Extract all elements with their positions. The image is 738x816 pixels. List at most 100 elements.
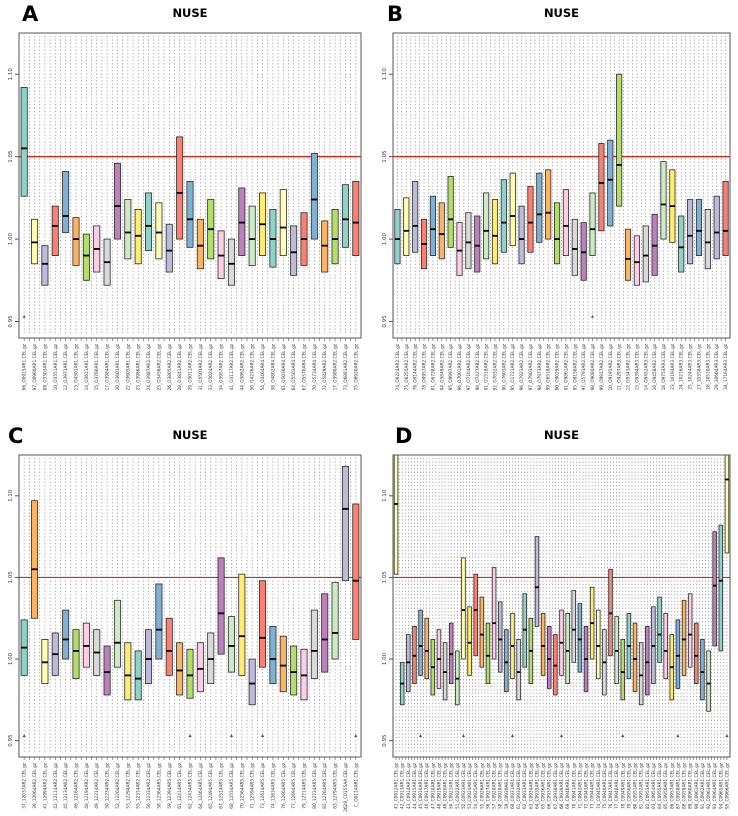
boxplot-box bbox=[562, 189, 569, 256]
boxplot-box bbox=[290, 645, 298, 696]
outlier-mark bbox=[590, 314, 595, 318]
x-tick-label: 39_12064AR2.CEL.gz bbox=[32, 762, 38, 809]
boxplot-box bbox=[321, 593, 329, 673]
boxplot-box bbox=[248, 658, 256, 706]
boxplot-box bbox=[62, 609, 70, 660]
x-tick-label: 80_12734AR5.CEL.gz bbox=[312, 762, 318, 809]
x-tick-label: 72_C0943AR1.CEL.gz bbox=[584, 762, 590, 809]
boxplot-box bbox=[341, 466, 349, 582]
boxplot-box bbox=[155, 202, 163, 260]
x-tick-label: 90_O9029AR2.CEL.gz bbox=[555, 343, 561, 390]
x-tick-label: 86_C0957AR1.CEL.gz bbox=[669, 762, 675, 809]
outlier-mark bbox=[354, 734, 358, 737]
boxplot-box bbox=[394, 209, 401, 265]
x-tick-label: 58_C0929AR1.CEL.gz bbox=[498, 762, 504, 809]
boxplot-box bbox=[713, 195, 720, 260]
x-tick-label: 65_12494AR5.CEL.gz bbox=[208, 762, 214, 809]
boxplot-box bbox=[485, 622, 491, 684]
boxplot-box bbox=[113, 599, 121, 668]
boxplot-box bbox=[598, 143, 605, 232]
boxplot-box bbox=[403, 197, 410, 256]
x-tick-label: 77_12694AR5.CEL.gz bbox=[291, 762, 297, 809]
x-tick-label: 72_O5829AR2.CEL.gz bbox=[322, 343, 328, 390]
y-tick-label: 0.95 bbox=[8, 315, 14, 328]
x-tick-label: 67_C0938AR1.CEL.gz bbox=[553, 762, 559, 809]
boxplot-box bbox=[565, 612, 570, 684]
x-tick-label: 23_10194AR3.CEL.gz bbox=[670, 343, 676, 390]
x-tick-label: 50_O4276AR2.CEL.gz bbox=[250, 343, 256, 390]
boxplot-box bbox=[424, 617, 429, 680]
boxplot-box bbox=[718, 524, 724, 652]
boxplot-box bbox=[500, 179, 507, 253]
x-tick-label: 77_C0948AR1.CEL.gz bbox=[614, 762, 620, 809]
boxplot-box bbox=[393, 455, 399, 575]
boxplot-box bbox=[687, 199, 694, 265]
x-tick-label: 71_12594AR5.CEL.gz bbox=[250, 762, 256, 809]
x-tick-label: 94_C0965AR1.CEL.gz bbox=[718, 762, 724, 809]
boxplot-box bbox=[491, 567, 497, 660]
x-tick-label: 41_O3117AR2.CEL.gz bbox=[229, 343, 235, 390]
x-tick-label: 98_O7427AR2.CEL.gz bbox=[475, 343, 481, 390]
x-tick-label: 44_O3862AR2.CEL.gz bbox=[239, 343, 245, 390]
boxplot-box bbox=[706, 650, 711, 712]
boxplot-box bbox=[51, 205, 59, 256]
boxplot-box bbox=[620, 639, 626, 701]
x-tick-label: 78_C0949AR1.CEL.gz bbox=[620, 762, 626, 809]
outlier-mark bbox=[510, 734, 515, 737]
y-tick-label: 0.95 bbox=[8, 734, 14, 747]
x-tick-label: 23_O3986AR1.CEL.gz bbox=[136, 343, 142, 390]
x-tick-label: 08_O3503AR1.CEL.gz bbox=[42, 343, 48, 390]
x-tick-label: 28_10510AR3.CEL.gz bbox=[705, 343, 711, 390]
x-tick-label: 50_12234AR2.CEL.gz bbox=[105, 762, 111, 809]
x-tick-label: 99_O9917AR2.CEL.gz bbox=[599, 343, 605, 390]
x-tick-label: 59_12394AR5.CEL.gz bbox=[167, 762, 173, 809]
x-tick-label: 75_O6255AR2.CEL.gz bbox=[404, 343, 410, 390]
boxplot-box bbox=[596, 609, 601, 680]
x-tick-label: 34_O3957AR2.CEL.gz bbox=[219, 343, 225, 390]
boxplot-box bbox=[20, 87, 28, 197]
x-tick-label: 44_C0915AR1.CEL.gz bbox=[412, 762, 418, 809]
boxplot-box bbox=[483, 192, 490, 260]
x-tick-label: 74_12634AR5.CEL.gz bbox=[270, 762, 276, 809]
boxplot-box bbox=[447, 176, 454, 248]
x-tick-label: 66_C0937AR1.CEL.gz bbox=[547, 762, 553, 809]
x-tick-label: 85_C0956AR1.CEL.gz bbox=[663, 762, 669, 809]
outlier-mark bbox=[461, 734, 466, 737]
boxplot-box bbox=[310, 152, 318, 240]
panel-c-boxplot: 0.95 1.00 1.05 1.10 37_12037AR2.CEL.gz 39_120… bbox=[8, 454, 362, 812]
boxplot-box bbox=[290, 225, 298, 276]
y-tick-label: 1.10 bbox=[382, 68, 388, 81]
boxplot-box bbox=[660, 161, 667, 240]
y-tick-label: 1.05 bbox=[382, 150, 388, 163]
boxplot-box bbox=[176, 642, 184, 696]
boxplot-box bbox=[113, 162, 121, 240]
panel-a-title: NUSE bbox=[172, 6, 208, 20]
boxplot-box bbox=[534, 536, 540, 627]
x-tick-label: 78_O9957AR2.CEL.gz bbox=[422, 343, 428, 390]
boxplot-box bbox=[269, 626, 277, 684]
x-tick-label: 83_12794AR5.CEL.gz bbox=[333, 762, 339, 809]
x-tick-label: 64_12464AR5.CEL.gz bbox=[198, 762, 204, 809]
x-tick-label: 10_O9195AR2.CEL.gz bbox=[608, 343, 614, 390]
x-tick-label: 61_O5030AR4.CEL.gz bbox=[281, 343, 287, 390]
x-tick-label: 27_10358AR3.CEL.gz bbox=[696, 343, 702, 390]
boxplot-box bbox=[681, 599, 687, 676]
x-tick-label: 96_O0915AR1.CEL.gz bbox=[22, 343, 28, 390]
boxplot-box bbox=[176, 136, 184, 240]
x-tick-label: 98_O7973AR2.CEL.gz bbox=[537, 343, 543, 390]
x-tick-label: 52_12264AR2.CEL.gz bbox=[115, 762, 121, 809]
boxplot-box bbox=[700, 639, 705, 701]
boxplot-box bbox=[722, 180, 729, 256]
x-tick-label: 94_O5849AR2.CEL.gz bbox=[439, 343, 445, 390]
y-tick-label: 1.00 bbox=[8, 232, 14, 245]
x-tick-label: 74_O6224AR2.CEL.gz bbox=[395, 343, 401, 390]
boxplot-box bbox=[331, 581, 339, 660]
x-tick-label: 92_C0963AR1.CEL.gz bbox=[706, 762, 712, 809]
panel-a-boxplot: 0.95 1.00 1.05 1.10 96_O0915AR1.CEL.gz 97_O09… bbox=[8, 32, 362, 390]
x-tick-label: 46_C0917AR1.CEL.gz bbox=[424, 762, 430, 809]
x-tick-label: 45_C0916AR1.CEL.gz bbox=[418, 762, 424, 809]
x-tick-label: 12_O3971AR1.CEL.gz bbox=[63, 343, 69, 390]
boxplot-box bbox=[62, 171, 70, 233]
outlier-mark bbox=[559, 734, 564, 737]
x-tick-label: 60_C0931AR1.CEL.gz bbox=[510, 762, 516, 809]
